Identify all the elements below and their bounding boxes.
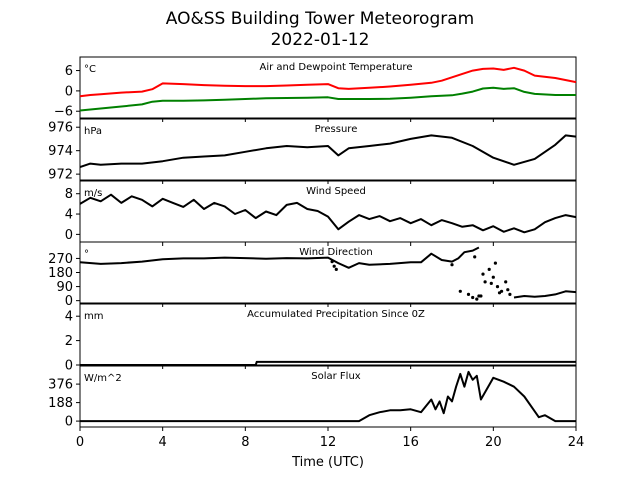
y-tick-label-wind_direction: 90 (56, 280, 73, 295)
y-tick-label-pressure: 972 (48, 168, 73, 183)
scatter-point (450, 263, 454, 267)
scatter-point (508, 292, 512, 296)
y-tick-label-solar_flux: 0 (65, 415, 73, 430)
series-line-pressure-0 (79, 134, 577, 169)
y-tick-label-pressure: 976 (48, 121, 73, 136)
y-tick-label-temperature: −6 (54, 105, 73, 120)
unit-label-temperature: °C (84, 64, 96, 75)
scatter-point (473, 255, 477, 259)
y-tick-label-precipitation: 2 (65, 334, 73, 349)
scatter-point (497, 291, 502, 295)
series-line-temperature-0 (79, 66, 577, 98)
scatter-point (493, 261, 497, 265)
y-tick-label-precipitation: 0 (65, 359, 73, 374)
series-line-precipitation-0 (80, 360, 576, 366)
unit-label-solar_flux: W/m^2 (84, 373, 122, 384)
chart-title-line-2: 2022-01-12 (271, 30, 370, 50)
scatter-point (477, 294, 481, 298)
panel-title-solar_flux: Solar Flux (311, 371, 361, 382)
unit-label-wind_speed: m/s (84, 188, 102, 199)
x-tick-label: 0 (76, 435, 84, 450)
unit-label-pressure: hPa (84, 126, 102, 137)
panel-title-temperature: Air and Dewpoint Temperature (260, 62, 413, 73)
scatter-point (334, 267, 338, 271)
chart-title-line-1: AO&SS Building Tower Meteorogram (166, 9, 474, 29)
x-tick-label: 12 (320, 435, 337, 450)
x-tick-label: 20 (485, 435, 502, 450)
scatter-point (504, 280, 508, 284)
scatter-point (491, 275, 495, 279)
scatter-point (483, 280, 487, 284)
y-tick-label-pressure: 974 (48, 144, 73, 159)
scatter-point (481, 272, 485, 276)
x-tick-label: 4 (159, 435, 167, 450)
y-tick-label-wind_speed: 0 (65, 228, 73, 243)
panel-title-precipitation: Accumulated Precipitation Since 0Z (247, 309, 425, 320)
series-line-wind_speed-0 (79, 193, 577, 234)
scatter-point (495, 285, 500, 289)
y-tick-label-solar_flux: 188 (48, 396, 73, 411)
y-tick-label-wind_direction: 180 (48, 266, 73, 281)
y-tick-label-wind_speed: 4 (65, 208, 73, 223)
panel-pressure: 976 974 972 hPa Pressure (48, 118, 577, 184)
scatter-point (458, 289, 462, 293)
y-tick-label-temperature: 6 (65, 64, 73, 79)
panel-title-wind_direction: Wind Direction (299, 247, 373, 258)
unit-label-wind_direction: ° (84, 249, 89, 260)
x-tick-label: 24 (568, 435, 585, 450)
y-tick-label-wind_speed: 8 (65, 187, 73, 202)
panels: 6 0 −6 °C Air and Dewpoint Temperature 976 974… (48, 56, 585, 450)
series-line-wind_direction-1 (513, 290, 577, 299)
y-tick-label-wind_direction: 270 (48, 252, 73, 267)
scatter-point (330, 260, 334, 264)
unit-label-precipitation: mm (84, 311, 103, 322)
panel-temperature: 6 0 −6 °C Air and Dewpoint Temperature (54, 56, 577, 122)
scatter-point (506, 288, 510, 292)
panel-solar_flux: 376 188 0 W/m^2 Solar Flux (48, 365, 577, 431)
y-tick-label-temperature: 0 (65, 84, 73, 99)
panel-title-wind_speed: Wind Speed (306, 186, 366, 197)
scatter-point (475, 297, 479, 301)
y-tick-label-wind_direction: 0 (65, 294, 73, 309)
panel-wind_speed: 8 4 0 m/s Wind Speed (65, 180, 577, 246)
x-tick-label: 16 (402, 435, 419, 450)
scatter-point (471, 295, 475, 300)
series-line-solar_flux-0 (80, 370, 576, 423)
panel-precipitation: 4 2 0 mm Accumulated Precipitation Since 0Z (65, 303, 577, 374)
scatter-point (487, 267, 491, 271)
x-axis-label: Time (UTC) (291, 455, 364, 470)
series-line-wind_direction-0 (79, 246, 480, 269)
y-tick-label-solar_flux: 376 (48, 378, 73, 393)
panel-title-pressure: Pressure (315, 124, 358, 135)
scatter-point (466, 292, 471, 296)
scatter-point (489, 281, 493, 285)
series-line-temperature-1 (79, 86, 576, 112)
scatter-point (332, 264, 336, 268)
x-tick-label: 8 (241, 435, 249, 450)
y-tick-label-precipitation: 4 (65, 310, 73, 325)
